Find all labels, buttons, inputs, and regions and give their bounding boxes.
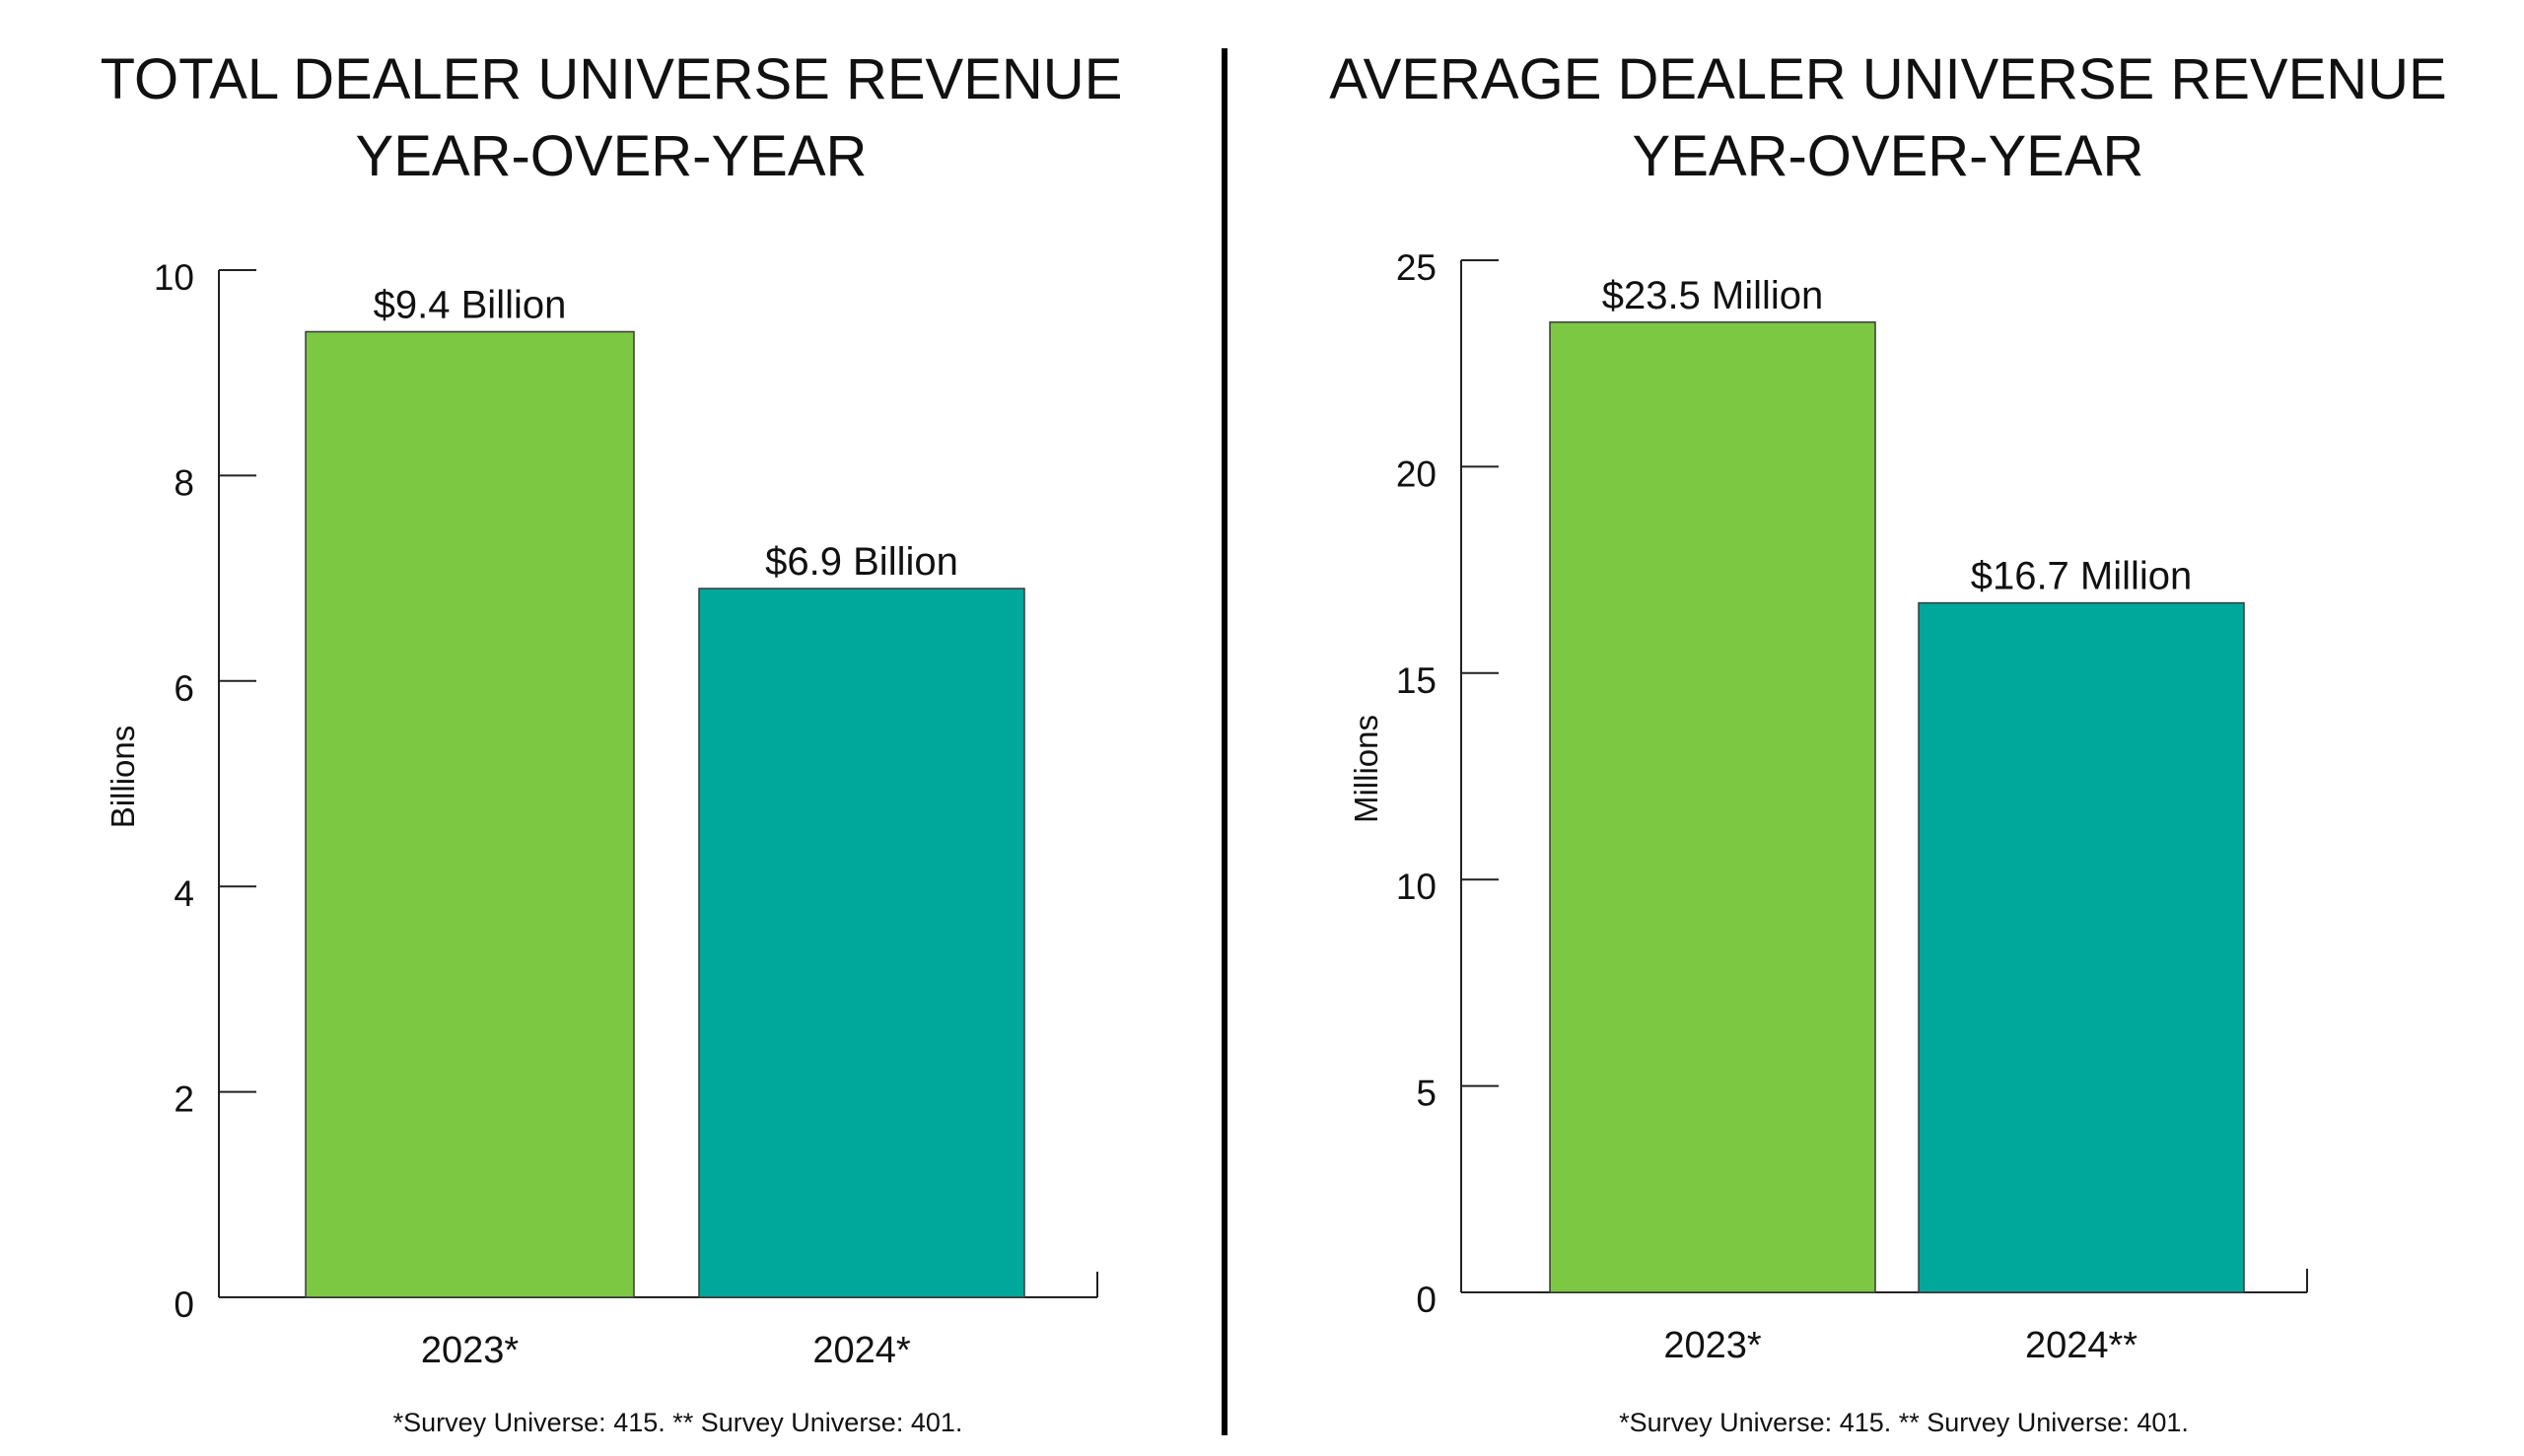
x-tick-label: 2024**	[2025, 1325, 2138, 1366]
bar-2024	[698, 588, 1025, 1298]
bar-data-label: $6.9 Billion	[765, 540, 958, 584]
footnote: *Survey Universe: 415. ** Survey Univers…	[1619, 1408, 2189, 1437]
x-tick-label: 2023*	[1663, 1325, 1762, 1366]
y-tick-label: 8	[174, 462, 194, 503]
bar-data-label: $23.5 Million	[1602, 274, 1824, 317]
bar-2023	[1549, 321, 1876, 1293]
bar-data-label: $16.7 Million	[1971, 555, 2193, 598]
y-tick-label: 25	[1396, 247, 1437, 288]
x-tick-label: 2023*	[421, 1330, 520, 1371]
y-tick-label: 5	[1416, 1074, 1437, 1114]
y-tick-label: 4	[174, 873, 194, 914]
chart-title-line: TOTAL DEALER UNIVERSE REVENUE	[101, 47, 1123, 111]
bar-2024	[1918, 601, 2245, 1293]
chart-title-line: YEAR-OVER-YEAR	[356, 124, 868, 188]
y-axis-label: Millions	[1348, 715, 1384, 823]
y-tick-label: 0	[1416, 1280, 1437, 1320]
bar-data-label: $9.4 Billion	[374, 284, 567, 327]
footnote: *Survey Universe: 415. ** Survey Univers…	[393, 1408, 963, 1437]
y-tick-label: 2	[174, 1079, 194, 1120]
x-tick-label: 2024*	[812, 1330, 911, 1371]
y-tick-label: 6	[174, 668, 194, 709]
y-tick-label: 20	[1396, 453, 1437, 494]
chart-title-line: YEAR-OVER-YEAR	[1633, 124, 2144, 188]
y-tick-label: 10	[1396, 867, 1437, 907]
bar-2023	[305, 330, 635, 1298]
chart-title-line: AVERAGE DEALER UNIVERSE REVENUE	[1329, 47, 2446, 111]
y-tick-label: 0	[174, 1284, 194, 1325]
y-axis-label: Billions	[105, 726, 141, 829]
y-tick-label: 10	[154, 257, 194, 298]
y-tick-label: 15	[1396, 660, 1437, 701]
